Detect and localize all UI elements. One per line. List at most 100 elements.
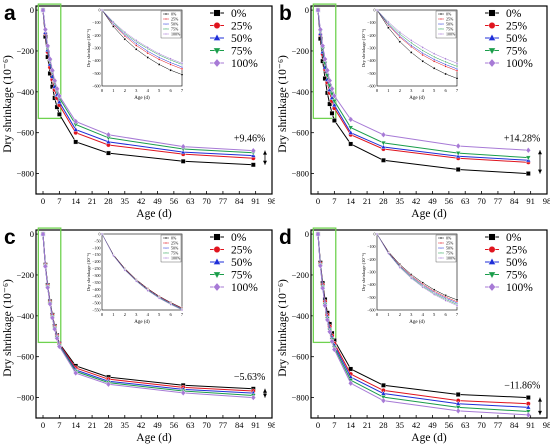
legend-marker <box>488 33 496 41</box>
x-tick-label: 98 <box>543 420 550 430</box>
inset-data-point <box>432 292 436 297</box>
x-tick-label: 77 <box>219 196 228 206</box>
inset-legend-marker <box>164 246 168 249</box>
legend-marker <box>488 246 496 253</box>
data-point <box>380 143 387 149</box>
data-point <box>348 116 354 123</box>
data-point <box>322 302 328 309</box>
inset-y-tick-label: −400 <box>92 287 100 292</box>
x-tick-label: 42 <box>137 196 146 206</box>
data-point <box>106 150 111 156</box>
inset-legend-marker <box>164 252 168 255</box>
inset-legend-marker <box>164 241 168 245</box>
data-point <box>40 230 46 238</box>
inset-y-tick-label: −200 <box>367 257 375 262</box>
plot-frame <box>310 229 548 419</box>
inset-x-tick-label: 6 <box>444 88 447 93</box>
inset-data-point <box>375 232 379 236</box>
inset-data-point <box>421 51 425 55</box>
inset-data-point <box>112 25 115 28</box>
legend-marker <box>213 271 221 279</box>
inset-x-axis-label: Age (d) <box>409 96 425 101</box>
data-point <box>455 392 461 397</box>
legend-label: 100% <box>231 282 258 294</box>
data-point <box>56 343 63 350</box>
inset-x-tick-label: 3 <box>410 88 413 93</box>
x-tick-label: 42 <box>412 196 421 206</box>
legend-label: 0% <box>231 8 247 20</box>
difference-annotation: +9.46% <box>234 134 265 145</box>
inset-x-tick-label: 5 <box>433 88 436 93</box>
x-tick-label: 28 <box>379 196 388 206</box>
zoom-region-box <box>312 3 337 120</box>
inset-y-tick-label: −200 <box>92 33 100 38</box>
inset-data-point <box>421 45 425 49</box>
y-tick-label: −400 <box>16 87 34 97</box>
data-point <box>315 6 321 14</box>
inset-x-tick-label: 2 <box>124 312 126 317</box>
chart-svg-a: 0 7 14 21 28 35 42 49 56 63 70 77 84 91 980−200−400−60… <box>2 2 275 220</box>
difference-annotation: −5.63% <box>234 372 265 383</box>
inset-data-point <box>409 43 413 47</box>
inset-data-point <box>112 20 115 24</box>
inset-data-point <box>432 57 436 61</box>
legend-marker <box>488 233 496 241</box>
legend-marker <box>488 9 496 17</box>
data-point <box>56 111 62 117</box>
x-tick-label: 56 <box>170 420 179 430</box>
inset-y-tick-label: −400 <box>367 58 375 63</box>
inset-data-point <box>135 48 138 51</box>
y-tick-label: −600 <box>291 128 309 138</box>
x-tick-label: 21 <box>88 420 97 430</box>
legend-label: 50% <box>506 33 528 45</box>
data-point <box>315 230 321 238</box>
inset-data-point <box>455 67 459 70</box>
y-tick-label: −800 <box>291 393 309 403</box>
x-tick-label: 56 <box>445 420 454 430</box>
inset-series-line <box>376 9 458 72</box>
x-tick-label: 91 <box>251 420 260 430</box>
y-axis-label: Dry shrinkage (10⁻⁶) <box>2 279 14 377</box>
inset-data-point <box>398 34 402 37</box>
legend-label: 75% <box>506 270 528 282</box>
inset-data-point <box>180 61 184 65</box>
y-tick-label: 0 <box>30 5 34 15</box>
legend-marker <box>213 9 221 17</box>
data-point <box>317 262 324 269</box>
inset-legend-label: 100% <box>171 256 181 261</box>
x-tick-label: 63 <box>461 420 470 430</box>
inset-x-tick-label: 0 <box>101 312 104 317</box>
inset-legend-label: 25% <box>171 17 179 22</box>
inset-legend-label: 0% <box>171 12 177 17</box>
inset-legend-marker <box>439 17 443 21</box>
inset-data-point <box>421 49 425 53</box>
inset-data-point <box>455 303 459 308</box>
y-tick-label: −400 <box>16 311 34 321</box>
x-tick-label: 49 <box>153 196 162 206</box>
legend-label: 75% <box>231 270 253 282</box>
inset-series-line <box>376 9 458 70</box>
inset-legend-label: 25% <box>446 17 454 22</box>
inset-series-line <box>376 233 458 303</box>
arrow-head-bottom <box>262 393 267 398</box>
inset-series-line <box>376 233 458 305</box>
x-tick-label: 21 <box>363 196 372 206</box>
y-tick-label: −200 <box>16 46 34 56</box>
inset-data-point <box>157 52 161 56</box>
data-point <box>331 118 337 123</box>
x-tick-label: 98 <box>543 196 550 206</box>
inset-data-point <box>398 40 402 43</box>
legend-marker <box>213 58 221 68</box>
inset-data-point <box>375 8 379 12</box>
inset-data-point <box>455 69 459 73</box>
y-tick-label: −200 <box>291 270 309 280</box>
data-point <box>348 141 354 147</box>
data-point <box>49 314 56 322</box>
legend-label: 0% <box>506 8 522 20</box>
x-tick-label: 77 <box>219 420 228 430</box>
x-tick-label: 70 <box>477 420 486 430</box>
inset-legend-marker <box>164 22 168 25</box>
inset-series-line <box>101 9 183 70</box>
legend-label: 25% <box>231 245 253 257</box>
x-tick-label: 91 <box>251 196 260 206</box>
